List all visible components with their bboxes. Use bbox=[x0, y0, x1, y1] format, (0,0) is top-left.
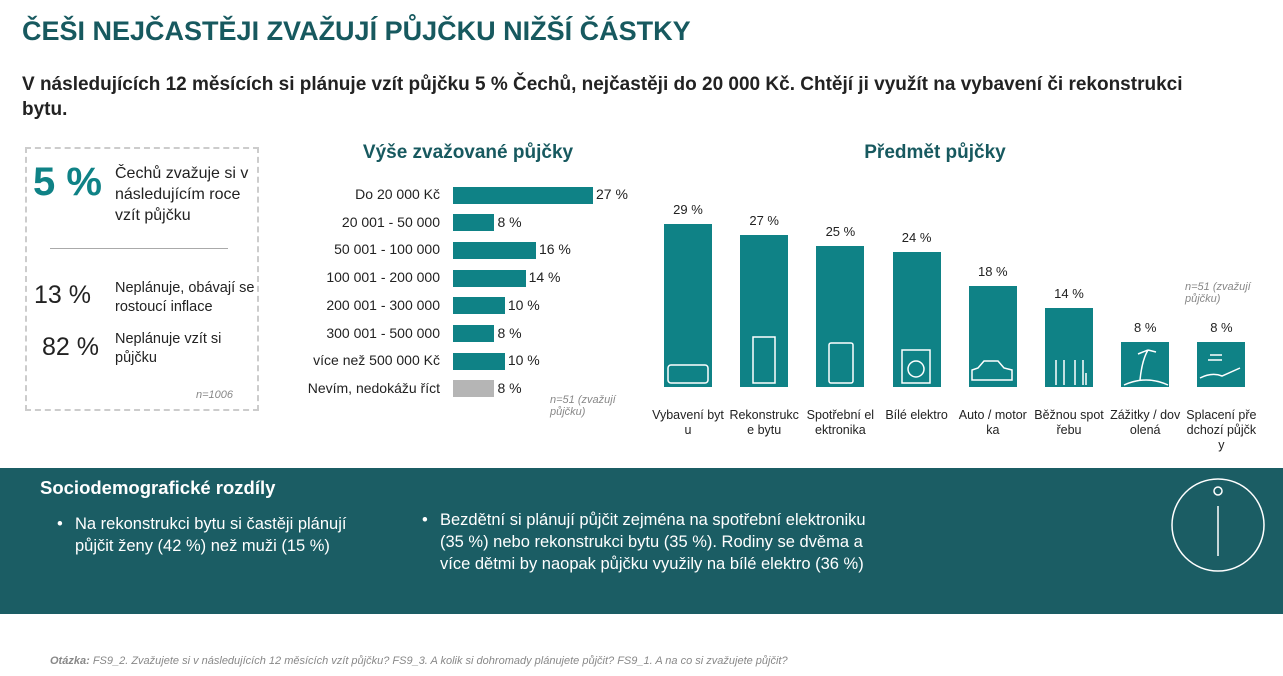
footer-label: Otázka: bbox=[50, 655, 90, 667]
title: ČEŠI NEJČASTĚJI ZVAŽUJÍ PŮJČKU NIŽŠÍ ČÁS… bbox=[22, 16, 691, 46]
bar bbox=[740, 235, 789, 387]
category-label: více než 500 000 Kč bbox=[313, 352, 440, 369]
category-label: Bílé elektro bbox=[885, 408, 948, 422]
subtitle: V následujících 12 měsících si plánuje v… bbox=[22, 74, 1183, 120]
value-label: 8 % bbox=[1210, 320, 1233, 336]
divider bbox=[50, 248, 228, 249]
bar bbox=[453, 269, 526, 287]
phone-icon bbox=[828, 342, 854, 384]
category-label: Do 20 000 Kč bbox=[355, 186, 440, 202]
category-label: Běžnou spotřebu bbox=[1034, 408, 1104, 437]
stat-text: Neplánuje, obávají se rostoucí inflace bbox=[115, 280, 255, 315]
category-label: 300 001 - 500 000 bbox=[326, 324, 440, 341]
chart-title: Předmět půjčky bbox=[864, 142, 1006, 163]
note: n=51 (zvažují půjčku) bbox=[550, 394, 616, 418]
value-label: 10 % bbox=[507, 296, 540, 313]
stat-box bbox=[25, 147, 259, 411]
chart-title: Výše zvažované půjčky bbox=[362, 142, 574, 163]
stat-value: 82 % bbox=[42, 333, 99, 361]
value-label: 24 % bbox=[901, 230, 932, 246]
panel: Sociodemografické rozdíly Na rekonstrukc… bbox=[0, 468, 1283, 614]
stat-text: Čechů zvažuje si v následujícím roce vzí… bbox=[115, 165, 249, 224]
footer-text: FS9_2. Zvažujete si v následujících 12 m… bbox=[92, 655, 788, 667]
panel-bullet: Bezdětní si plánují půjčit zejména na sp… bbox=[422, 509, 870, 575]
value-label: 8 % bbox=[497, 379, 522, 396]
icons bbox=[667, 336, 1241, 386]
building-icon bbox=[752, 336, 776, 384]
value-label: 14 % bbox=[1054, 286, 1084, 302]
panel-bullet: Na rekonstrukci bytu si častěji plánují … bbox=[57, 513, 350, 557]
sofa-icon bbox=[667, 364, 709, 384]
category-label: Zážitky / dovolená bbox=[1110, 408, 1181, 437]
car-icon bbox=[971, 360, 1013, 381]
category-label: Nevím, nedokážu říct bbox=[307, 379, 440, 396]
bar bbox=[892, 252, 941, 387]
chart-amount: Výše zvažované půjčky Do 20 000 Kč 27 % 20 … bbox=[307, 142, 628, 418]
washer-icon bbox=[901, 349, 931, 384]
value-label: 10 % bbox=[507, 352, 540, 369]
category-label: 50 001 - 100 000 bbox=[334, 241, 440, 258]
washer-drum bbox=[907, 360, 925, 378]
chart-purpose: Předmět půjčky 29 % Vybavení bytu 27 % Rekon… bbox=[652, 142, 1257, 452]
value-label: 16 % bbox=[538, 241, 571, 258]
loan-icon bbox=[1199, 354, 1241, 379]
bar bbox=[453, 325, 495, 342]
panel-title: Sociodemografické rozdíly bbox=[40, 477, 276, 498]
bar bbox=[453, 380, 495, 398]
category-label: Spotřební elektronika bbox=[806, 408, 875, 437]
value-label: 18 % bbox=[977, 263, 1008, 279]
bar bbox=[1197, 342, 1246, 387]
island-icon bbox=[1123, 349, 1169, 386]
family-icon bbox=[1055, 360, 1087, 385]
stat-value: 5 % bbox=[33, 160, 102, 204]
category-label: 200 001 - 300 000 bbox=[326, 296, 440, 313]
category-label: 20 001 - 50 000 bbox=[341, 213, 440, 230]
bar bbox=[664, 224, 712, 387]
category-label: Vybavení bytu bbox=[652, 408, 724, 437]
stat-text: Neplánuje vzít si půjčku bbox=[115, 331, 222, 366]
category-label: Auto / motorka bbox=[958, 408, 1027, 437]
bar bbox=[453, 241, 536, 259]
value-label: 14 % bbox=[528, 269, 561, 286]
bar bbox=[968, 285, 1017, 387]
value-label: 27 % bbox=[596, 186, 628, 202]
bar bbox=[816, 246, 865, 387]
category-label: 100 001 - 200 000 bbox=[326, 269, 440, 286]
bar bbox=[453, 352, 505, 370]
value-label: 8 % bbox=[497, 324, 522, 341]
info-icon bbox=[1171, 478, 1265, 572]
value-label: 25 % bbox=[825, 224, 856, 240]
value-label: 27 % bbox=[749, 213, 779, 229]
stat-note: n=1006 bbox=[196, 389, 234, 401]
note: n=51 (zvažují půjčku) bbox=[1185, 281, 1251, 305]
bar bbox=[1045, 308, 1093, 387]
bar bbox=[453, 186, 593, 204]
stat-value: 13 % bbox=[34, 281, 91, 309]
value-label: 8 % bbox=[497, 213, 522, 230]
bar bbox=[453, 214, 495, 232]
footer: Otázka: FS9_2. Zvažujete si v následujíc… bbox=[50, 655, 788, 667]
value-label: 8 % bbox=[1133, 320, 1157, 336]
category-label: Rekonstrukce bytu bbox=[729, 408, 799, 437]
bar bbox=[453, 297, 505, 315]
value-label: 29 % bbox=[673, 202, 703, 217]
category-label: Splacení předchozí půjčky bbox=[1186, 408, 1257, 452]
